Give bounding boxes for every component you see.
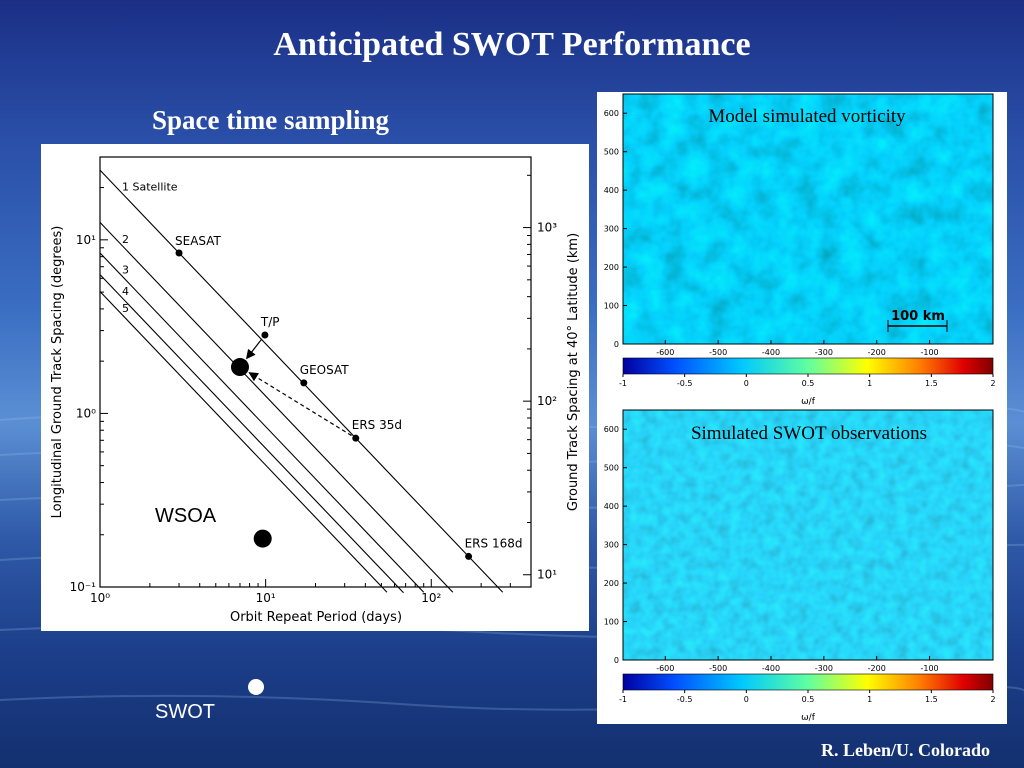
map-x-tick-label: -100 <box>920 664 938 673</box>
credit-text: R. Leben/U. Colorado <box>820 740 990 760</box>
map-y-tick-label: 400 <box>604 502 619 511</box>
wsoa-label: WSOA <box>155 505 217 527</box>
satellite-point <box>261 331 269 339</box>
series-label: 5 <box>122 302 129 315</box>
series-label: 2 <box>122 233 129 246</box>
y2-tick-label: 10¹ <box>537 568 557 582</box>
annotation-arrow <box>248 372 352 437</box>
swot-label: SWOT <box>155 701 215 723</box>
y2-tick-label: 10³ <box>537 221 557 235</box>
colorbar-tick-label: -1 <box>619 379 627 388</box>
satellite-point <box>465 552 473 560</box>
vorticity-colorbar <box>622 357 994 375</box>
scale-bar: 100 km <box>887 309 948 332</box>
highlight-point <box>230 358 249 377</box>
satellite-label: ERS 35d <box>352 418 402 432</box>
y-axis-label: Longitudinal Ground Track Spacing (degre… <box>50 226 65 519</box>
satellite-label: T/P <box>260 315 280 329</box>
satellite-label: ERS 168d <box>465 536 523 550</box>
y2-tick-label: 10² <box>537 394 557 408</box>
heatmaps: Model simulated vorticity 100 km 0100200… <box>604 93 996 723</box>
map-x-tick-label: -400 <box>762 664 780 673</box>
swot-colorbar <box>622 673 994 691</box>
colorbar-tick-label: -0.5 <box>677 379 693 388</box>
map-x-tick-label: -300 <box>815 664 833 673</box>
map-x-tick-label: -400 <box>762 348 780 357</box>
heatmap-panel: Model simulated vorticity 100 km 0 100 200… <box>597 92 1007 724</box>
colorbar-tick-label: 1 <box>867 379 872 388</box>
swot-marker <box>248 679 264 695</box>
map-y-tick-label: 300 <box>604 225 619 234</box>
map-x-tick-label: -200 <box>868 348 886 357</box>
map-x-tick-label: -500 <box>709 664 727 673</box>
series-label: 1 Satellite <box>122 181 178 194</box>
colorbar-tick-label: 2 <box>990 379 995 388</box>
colorbar-tick-label: 0.5 <box>802 379 815 388</box>
vorticity-colorbar-label: ω/f <box>801 397 816 407</box>
map-y-tick-label: 400 <box>604 186 619 195</box>
x-axis-label: Orbit Repeat Period (days) <box>230 610 402 625</box>
map-x-tick-label: -300 <box>815 348 833 357</box>
map-y-tick-label: 600 <box>604 425 619 434</box>
map-x-tick-label: -100 <box>920 348 938 357</box>
scale-bar-label: 100 km <box>891 309 945 324</box>
map-y-tick-label: 500 <box>604 464 619 473</box>
x-tick-label: 10⁰ <box>90 591 110 605</box>
colorbar-tick-label: -0.5 <box>677 695 693 704</box>
x-tick-label: 10¹ <box>256 591 276 605</box>
map-y-tick-label: 0 <box>614 340 619 349</box>
series-label: 4 <box>122 285 129 298</box>
colorbar-tick-label: 0 <box>744 695 749 704</box>
map-y-tick-label: 200 <box>604 579 619 588</box>
series-line <box>99 252 425 593</box>
satellite-label: GEOSAT <box>300 363 349 377</box>
series-line <box>99 291 388 593</box>
colorbar-tick-label: 0 <box>744 379 749 388</box>
swot-map-title: Simulated SWOT observations <box>691 423 927 444</box>
colorbar-tick-label: 1 <box>867 695 872 704</box>
y-tick-label: 10⁰ <box>76 406 96 420</box>
colorbar-tick-label: 0.5 <box>802 695 815 704</box>
x-tick-label: 10² <box>421 591 441 605</box>
series-line <box>99 222 454 593</box>
map-y-tick-label: 100 <box>604 302 619 311</box>
map-x-tick-label: -500 <box>709 348 727 357</box>
slide-subtitle: Space time sampling <box>152 105 390 135</box>
y-tick-label: 10⁻¹ <box>70 580 97 594</box>
map-x-tick-label: -600 <box>656 664 674 673</box>
map-y-tick-label: 600 <box>604 109 619 118</box>
y-tick-label: 10¹ <box>76 233 96 247</box>
slide-title: Anticipated SWOT Performance <box>273 26 751 63</box>
sampling-chart-panel: 10⁰ 10¹ 10² 10⁻¹ 10⁰ 10¹ 10¹ 10² 10³ 1 Satellite… <box>41 144 589 631</box>
colorbar-tick-label: 1.5 <box>925 695 938 704</box>
satellite-point <box>300 379 308 387</box>
map-y-tick-label: 300 <box>604 541 619 550</box>
colorbar-tick-label: 1.5 <box>925 379 938 388</box>
map-y-tick-label: 200 <box>604 263 619 272</box>
satellite-point <box>175 249 183 257</box>
map-y-tick-label: 500 <box>604 148 619 157</box>
map-y-tick-label: 0 <box>614 656 619 665</box>
colorbar-tick-label: -1 <box>619 695 627 704</box>
vorticity-map-title: Model simulated vorticity <box>708 106 906 127</box>
series-label: 3 <box>122 263 129 276</box>
map-x-tick-label: -200 <box>868 664 886 673</box>
annotation-arrow <box>245 338 263 360</box>
satellite-point <box>352 434 360 442</box>
map-y-tick-label: 100 <box>604 618 619 627</box>
map-x-tick-label: -600 <box>656 348 674 357</box>
y2-axis-label: Ground Track Spacing at 40° Latitude (km… <box>566 233 581 511</box>
series-line <box>99 274 404 594</box>
satellite-label: SEASAT <box>175 234 222 248</box>
highlight-point <box>253 529 272 548</box>
colorbar-tick-label: 2 <box>990 695 995 704</box>
swot-colorbar-label: ω/f <box>801 713 816 723</box>
